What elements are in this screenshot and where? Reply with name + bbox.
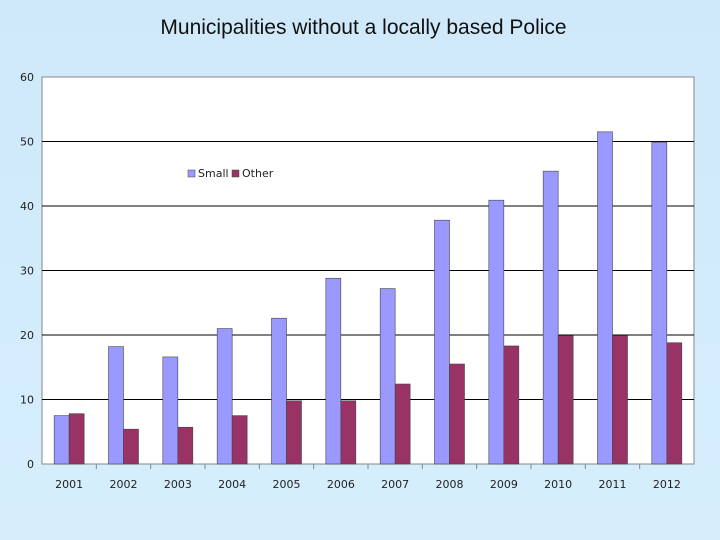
bar-small-2006	[325, 277, 342, 465]
bar-other-2002	[123, 428, 139, 465]
x-tick-label: 2004	[218, 478, 246, 491]
x-tick-label: 2009	[490, 478, 518, 491]
x-tick-label: 2006	[327, 478, 355, 491]
x-tick-label: 2003	[164, 478, 192, 491]
bar-other-2007	[394, 383, 411, 465]
x-tick-label: 2007	[381, 478, 409, 491]
x-tick-label: 2002	[110, 478, 138, 491]
x-tick-label: 2010	[544, 478, 572, 491]
y-tick-label: 0	[27, 458, 34, 471]
bar-other-2009	[503, 345, 520, 465]
bar-small-2001	[53, 415, 70, 465]
y-axis-ticks: 0 10 20 30 40 50 60	[20, 71, 34, 471]
y-tick-label: 50	[20, 136, 34, 149]
x-tick-label: 2001	[55, 478, 83, 491]
bar-small-2002	[108, 346, 124, 465]
bar-other-2006	[340, 400, 357, 465]
bar-small-2012	[651, 141, 668, 465]
bar-other-2004	[231, 415, 248, 465]
legend-label-other: Other	[242, 167, 274, 180]
bar-other-2011	[612, 335, 628, 465]
bar-small-2007	[379, 288, 396, 465]
bar-small-2010	[542, 170, 559, 465]
bar-other-2005	[286, 400, 302, 465]
legend-swatch-other	[231, 169, 240, 178]
bar-other-2012	[666, 342, 683, 465]
y-tick-label: 20	[20, 329, 34, 342]
bar-other-2001	[68, 413, 85, 465]
bar-other-2003	[177, 426, 194, 465]
bar-small-2009	[488, 199, 505, 465]
bar-small-2008	[434, 219, 450, 465]
x-tick-label: 2005	[273, 478, 301, 491]
y-tick-label: 10	[20, 394, 34, 407]
gridlines	[42, 141, 694, 400]
y-tick-label: 30	[20, 265, 34, 278]
y-tick-label: 60	[20, 71, 34, 84]
y-tick-label: 40	[20, 200, 34, 213]
x-tick-label: 2011	[599, 478, 627, 491]
x-axis-ticks: 2001 2002 2003 2004 2005 2006 2007 2008 2009 2010…	[55, 464, 681, 491]
bar-small-2003	[162, 356, 179, 465]
legend-label-small: Small	[198, 167, 229, 180]
legend-swatch-small	[187, 169, 196, 178]
bar-small-2011	[597, 131, 613, 465]
bar-other-2008	[449, 363, 465, 465]
bar-small-2004	[216, 328, 233, 465]
bar-other-2010	[557, 335, 574, 465]
x-tick-label: 2008	[436, 478, 464, 491]
legend: Small Other	[187, 167, 274, 180]
chart-title: Municipalities without a locally based P…	[160, 16, 567, 39]
bars	[53, 131, 683, 465]
x-tick-label: 2012	[653, 478, 681, 491]
bar-small-2005	[271, 317, 287, 465]
